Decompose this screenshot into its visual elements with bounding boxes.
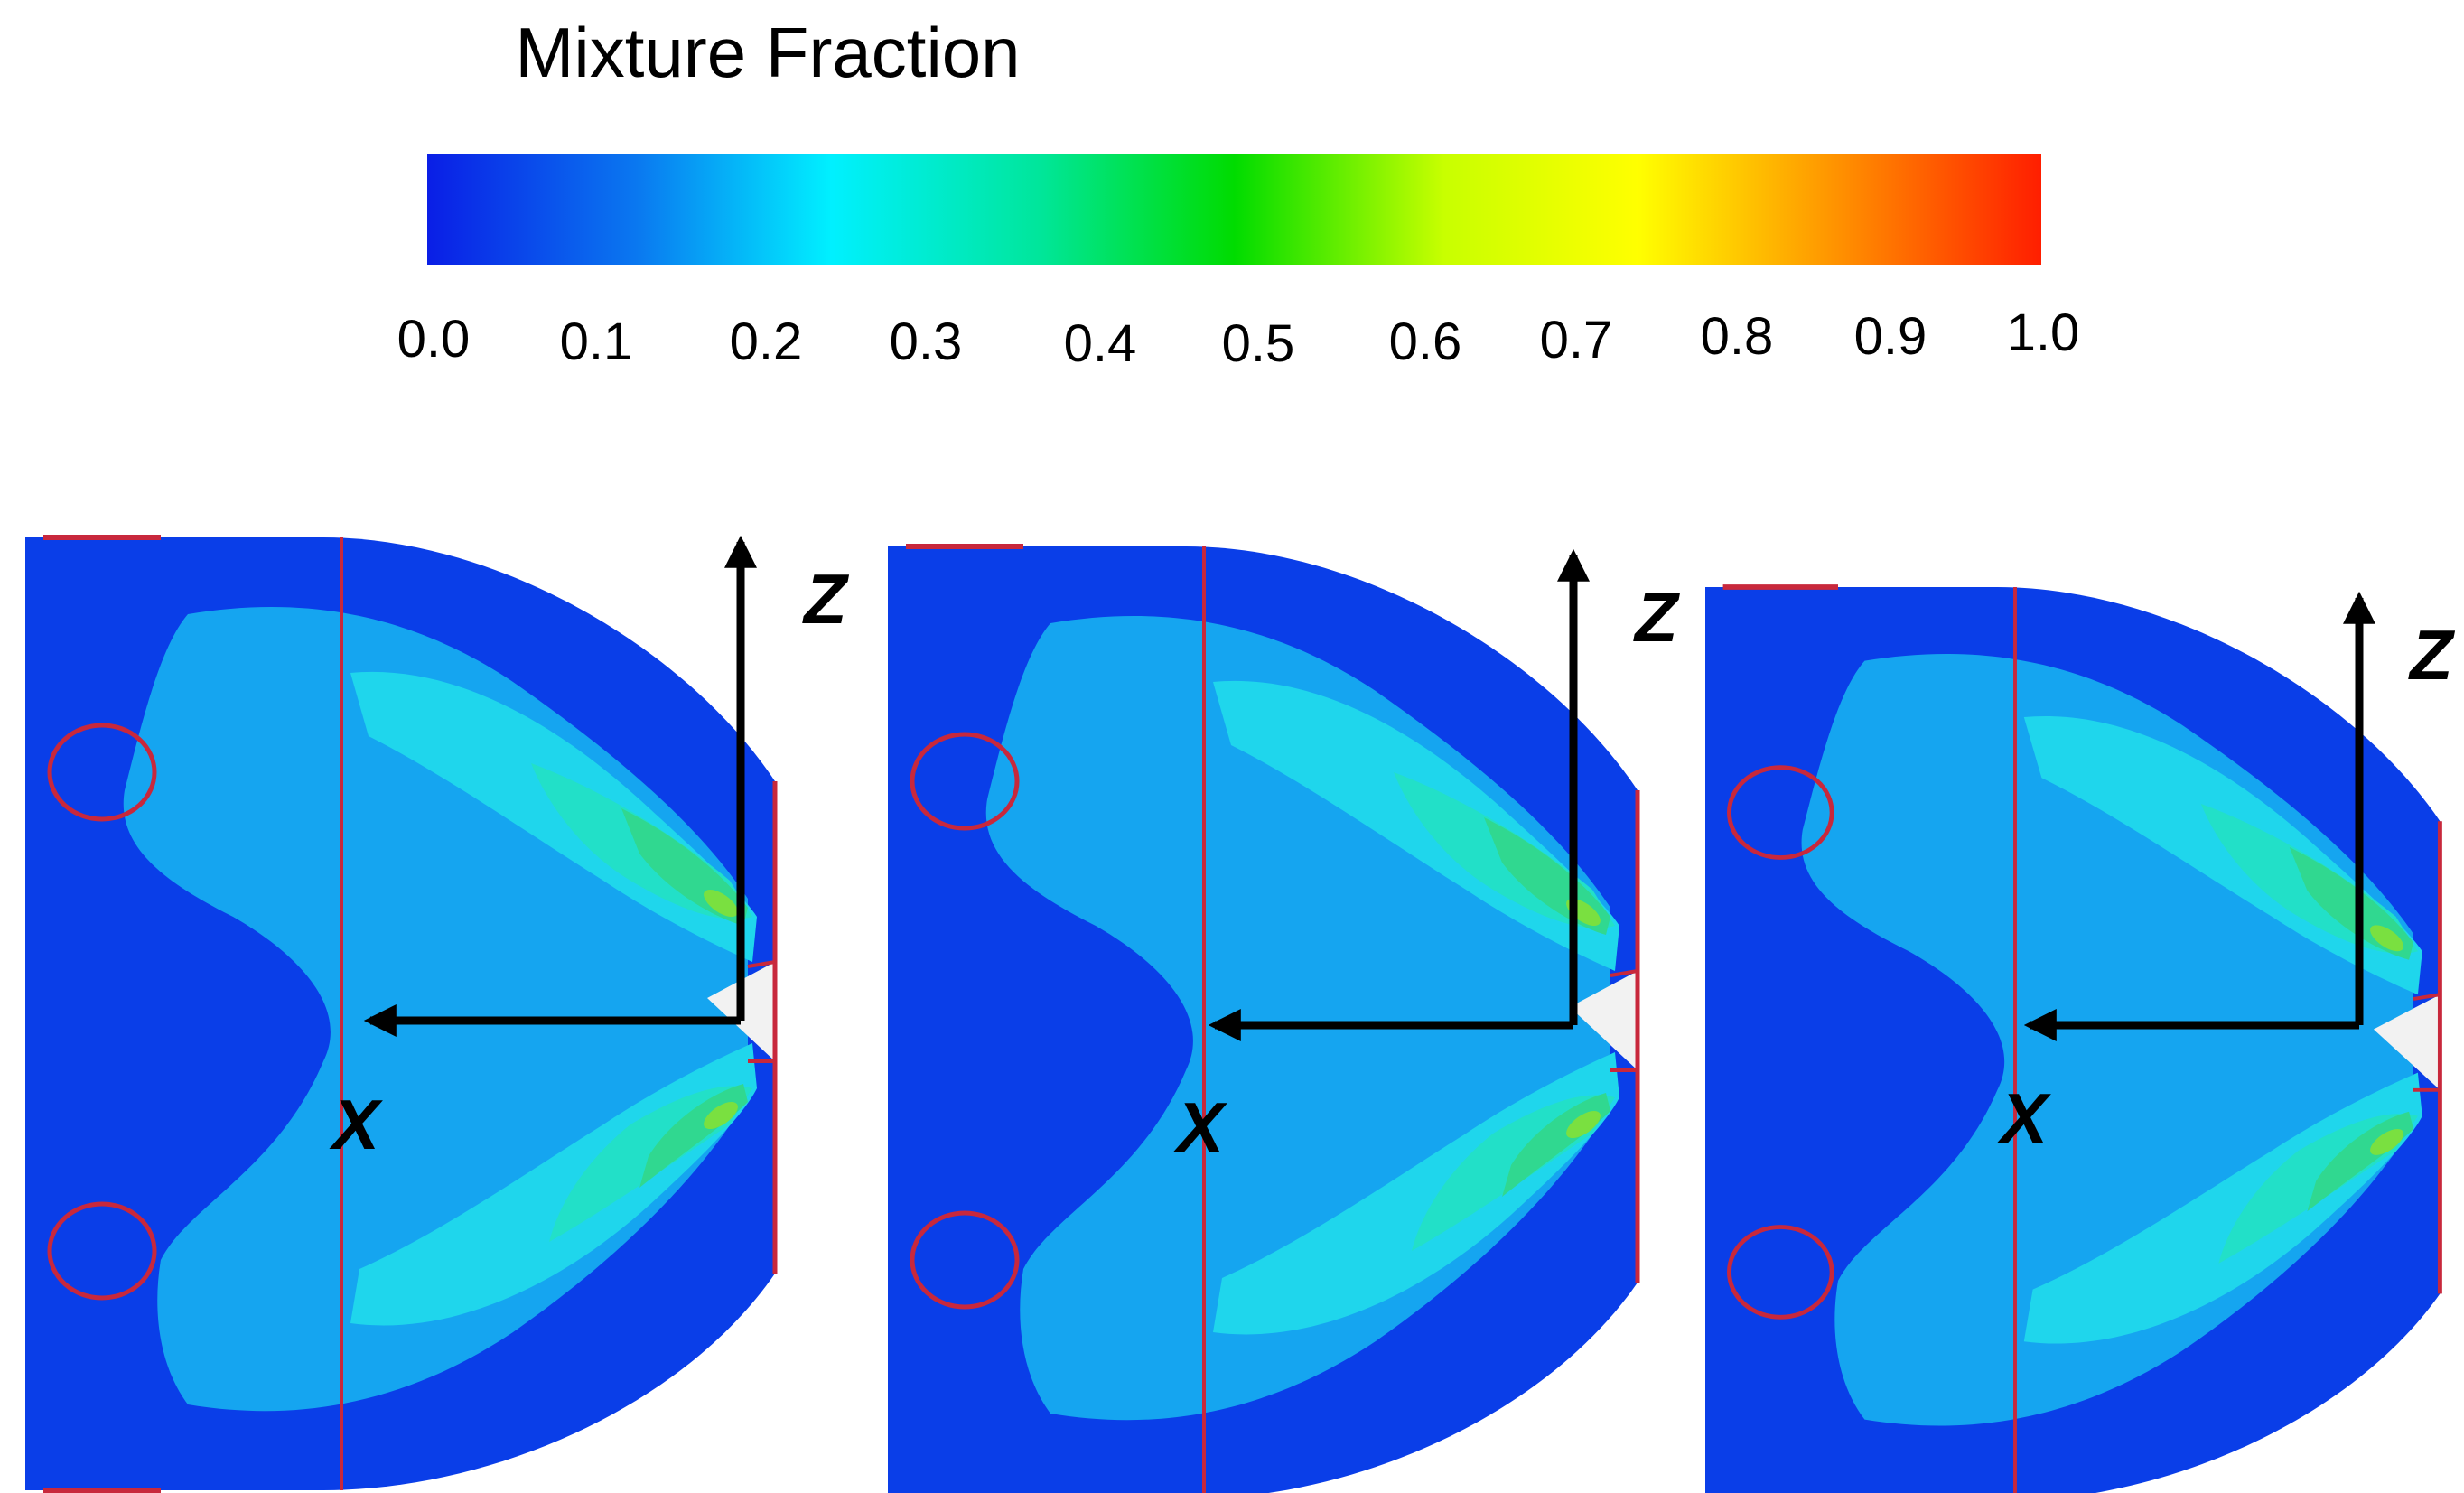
- colorbar-tick: 0.2: [730, 313, 803, 371]
- colorbar-tick: 0.9: [1854, 307, 1927, 366]
- colorbar-title: Mixture Fraction: [515, 13, 1020, 92]
- colorbar-tick: 0.3: [890, 313, 963, 371]
- colorbar-tick-labels: 0.0 0.1 0.2 0.3 0.4 0.5 0.6 0.7 0.8 0.9 …: [397, 303, 2080, 373]
- colorbar-tick: 1.0: [2007, 303, 2080, 362]
- x-axis-label: X: [1997, 1078, 2051, 1158]
- contour-panel-1: Z X: [25, 537, 850, 1490]
- x-axis-label: X: [329, 1085, 383, 1164]
- axes-panel-1: Z X: [329, 535, 850, 1164]
- colorbar: [427, 154, 2041, 265]
- axes-panel-3: Z X: [1997, 591, 2456, 1158]
- x-axis-label: X: [1173, 1087, 1227, 1167]
- colorbar-tick: 0.1: [560, 313, 633, 371]
- axes-panel-2: Z X: [1173, 548, 1681, 1167]
- colorbar-tick: 0.5: [1222, 314, 1295, 373]
- colorbar-tick: 0.0: [397, 310, 471, 369]
- z-axis-label: Z: [1633, 577, 1681, 657]
- colorbar-tick: 0.6: [1389, 313, 1462, 371]
- contour-panel-3: Z X: [1705, 587, 2456, 1493]
- colorbar-tick: 0.7: [1540, 311, 1613, 369]
- colorbar-tick: 0.4: [1064, 314, 1137, 373]
- contour-panel-2: Z X: [888, 546, 1681, 1493]
- colorbar-tick: 0.8: [1701, 307, 1774, 366]
- z-axis-label: Z: [802, 559, 850, 639]
- z-axis-label: Z: [2408, 615, 2456, 695]
